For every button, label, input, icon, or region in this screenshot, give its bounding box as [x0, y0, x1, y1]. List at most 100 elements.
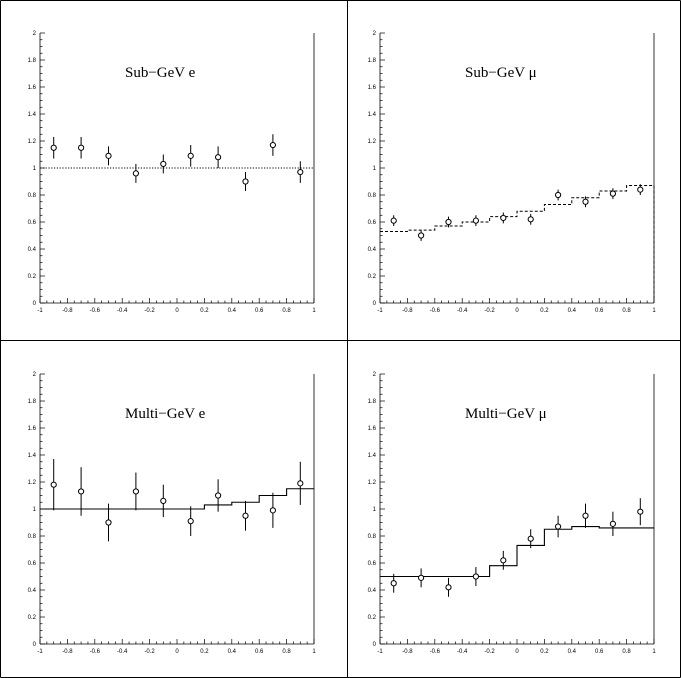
- x-tick-label: 0.6: [595, 649, 604, 655]
- x-tick-label: -0.6: [90, 308, 101, 314]
- data-point: [242, 512, 249, 519]
- expectation-curve: [380, 185, 655, 303]
- data-point: [637, 186, 644, 193]
- x-tick-label: 0: [175, 649, 179, 655]
- y-tick-label: 2: [33, 372, 37, 378]
- data-point: [50, 481, 57, 488]
- y-tick-label: 2: [373, 31, 377, 37]
- y-tick-label: 0.6: [368, 220, 377, 226]
- x-tick-label: -0.2: [144, 649, 155, 655]
- plots-layer: 0 0.2 0.4 0.6 0.8 1 1.2 1.4 1.6 1.8 2 -1 -0.8 -0.6 -0.…: [28, 31, 657, 655]
- y-tick-label: 0.6: [28, 220, 37, 226]
- data-point: [527, 216, 534, 223]
- x-tick-label: -0.6: [430, 649, 441, 655]
- y-tick-label: 0.2: [28, 274, 37, 280]
- x-tick-label: -0.4: [457, 649, 468, 655]
- panel-title: Multi−GeV μ: [465, 406, 547, 422]
- data-point: [215, 154, 222, 161]
- y-tick-label: 0: [33, 301, 37, 307]
- y-tick-label: 1.8: [28, 58, 37, 64]
- x-tick-label: 0: [175, 308, 179, 314]
- data-point: [582, 512, 589, 519]
- data-point: [105, 152, 112, 159]
- y-tick-label: 0.8: [368, 534, 377, 540]
- data-point: [78, 488, 85, 495]
- x-tick-label: -0.4: [117, 649, 128, 655]
- x-tick-label: 0.8: [282, 308, 291, 314]
- x-tick-label: -1: [37, 308, 43, 314]
- data-point: [500, 557, 507, 564]
- x-tick-label: -0.8: [402, 649, 413, 655]
- data-point: [527, 535, 534, 542]
- x-tick-label: 0.2: [540, 649, 549, 655]
- x-tick-label: -0.6: [90, 649, 101, 655]
- data-point: [132, 488, 139, 495]
- data-point: [269, 141, 276, 149]
- y-tick-label: 1: [33, 507, 37, 513]
- y-tick-label: 0: [373, 301, 377, 307]
- data-point: [132, 170, 139, 177]
- data-point: [187, 518, 194, 525]
- x-tick-label: 0.8: [622, 308, 631, 314]
- y-tick-label: 1.2: [368, 480, 377, 486]
- data-point: [445, 218, 452, 226]
- x-tick-label: 0: [515, 308, 519, 314]
- x-tick-label: 0.6: [595, 308, 604, 314]
- data-point: [555, 191, 562, 199]
- y-tick-label: 1.2: [28, 139, 37, 145]
- x-tick-label: -1: [37, 649, 43, 655]
- y-tick-label: 2: [373, 372, 377, 378]
- x-tick-label: 1: [312, 649, 316, 655]
- data-point: [242, 178, 249, 185]
- y-tick-label: 0.4: [368, 588, 377, 594]
- y-tick-label: 1.6: [368, 85, 377, 91]
- data-point: [269, 507, 276, 514]
- x-tick-label: -0.2: [484, 649, 495, 655]
- expectation-curve: [40, 488, 314, 510]
- x-tick-label: -0.8: [62, 649, 73, 655]
- x-tick-label: 0.4: [568, 649, 577, 655]
- data-point: [105, 519, 112, 526]
- x-tick-label: 0.8: [282, 649, 291, 655]
- x-tick-label: 0.6: [255, 308, 264, 314]
- plot-panel-1: 0 0.2 0.4 0.6 0.8 1 1.2 1.4 1.6 1.8 2 -1 -0.8 -0.6 -0.…: [28, 31, 317, 314]
- x-tick-label: -0.4: [457, 308, 468, 314]
- y-tick-label: 2: [33, 31, 37, 37]
- y-tick-label: 1.4: [368, 453, 377, 459]
- x-tick-label: 0.4: [228, 308, 237, 314]
- y-tick-label: 1.4: [368, 112, 377, 118]
- plot-panel-3: 0 0.2 0.4 0.6 0.8 1 1.2 1.4 1.6 1.8 2 -1 -0.8 -0.6 -0.…: [28, 372, 317, 655]
- y-tick-label: 1.8: [368, 58, 377, 64]
- data-point: [555, 523, 562, 530]
- y-tick-label: 0.8: [28, 534, 37, 540]
- y-tick-label: 1.6: [28, 426, 37, 432]
- data-point: [390, 580, 397, 587]
- y-tick-label: 1.4: [28, 453, 37, 459]
- x-tick-label: 0.4: [228, 649, 237, 655]
- data-point: [472, 217, 479, 224]
- data-point: [637, 508, 644, 515]
- y-tick-label: 0.6: [28, 561, 37, 567]
- x-tick-label: 0: [515, 649, 519, 655]
- y-tick-label: 1.2: [368, 139, 377, 145]
- y-tick-label: 1: [33, 166, 37, 172]
- data-point: [418, 232, 425, 239]
- x-tick-label: -0.2: [144, 308, 155, 314]
- y-tick-label: 1.2: [28, 480, 37, 486]
- data-point: [297, 480, 304, 487]
- y-tick-label: 1.6: [28, 85, 37, 91]
- data-point: [390, 217, 397, 224]
- x-tick-label: -0.8: [62, 308, 73, 314]
- y-tick-label: 1: [373, 507, 377, 513]
- x-tick-label: 1: [652, 649, 656, 655]
- y-tick-label: 0.8: [368, 193, 377, 199]
- x-tick-label: 0.2: [200, 308, 209, 314]
- y-tick-label: 1.4: [28, 112, 37, 118]
- y-tick-label: 0.8: [28, 193, 37, 199]
- x-tick-label: -0.6: [430, 308, 441, 314]
- data-point: [418, 574, 425, 581]
- y-tick-label: 0.4: [28, 247, 37, 253]
- y-tick-label: 0.4: [368, 247, 377, 253]
